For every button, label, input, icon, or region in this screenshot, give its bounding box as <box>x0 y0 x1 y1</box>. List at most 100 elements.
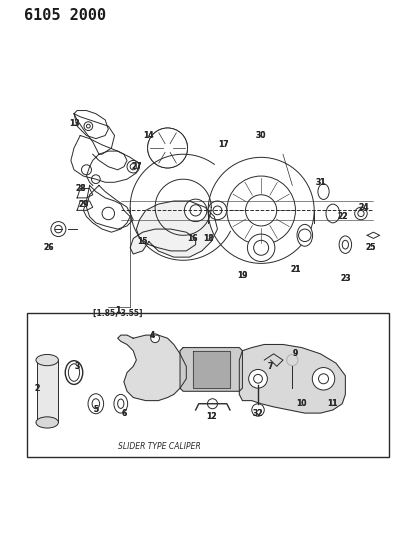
Text: 7: 7 <box>267 362 272 371</box>
Text: 1: 1 <box>115 305 120 314</box>
Text: 3: 3 <box>74 362 80 371</box>
Text: 6: 6 <box>121 409 126 417</box>
FancyBboxPatch shape <box>27 313 388 457</box>
Text: 22: 22 <box>336 212 347 221</box>
Ellipse shape <box>325 204 339 223</box>
Text: 15: 15 <box>137 237 148 246</box>
Ellipse shape <box>36 354 58 366</box>
Circle shape <box>208 157 313 263</box>
Circle shape <box>286 354 297 366</box>
Text: 30: 30 <box>255 131 266 140</box>
Text: 30: 30 <box>255 131 266 140</box>
Text: 4: 4 <box>149 330 154 340</box>
Polygon shape <box>36 360 58 423</box>
Circle shape <box>189 205 201 216</box>
Text: 5: 5 <box>93 406 98 415</box>
Text: 9: 9 <box>292 349 297 358</box>
Text: 14: 14 <box>143 131 154 140</box>
Ellipse shape <box>68 364 79 381</box>
Circle shape <box>86 124 90 128</box>
Circle shape <box>127 160 139 173</box>
Text: 21: 21 <box>290 265 300 274</box>
Text: 23: 23 <box>339 274 350 284</box>
Text: 24: 24 <box>358 203 369 212</box>
Polygon shape <box>180 348 242 391</box>
Text: 2: 2 <box>34 384 39 393</box>
Text: 16: 16 <box>187 234 197 243</box>
Circle shape <box>354 207 366 220</box>
Text: 7: 7 <box>267 362 272 371</box>
Ellipse shape <box>65 361 83 384</box>
Text: 10: 10 <box>296 399 306 408</box>
Text: 6105 2000: 6105 2000 <box>24 8 106 23</box>
Text: 12: 12 <box>205 411 216 421</box>
Circle shape <box>226 176 295 245</box>
Polygon shape <box>130 201 217 257</box>
Circle shape <box>147 128 187 168</box>
Text: 11: 11 <box>327 399 337 408</box>
Text: 28: 28 <box>75 184 85 193</box>
Text: 24: 24 <box>358 203 369 212</box>
Text: 21: 21 <box>290 265 300 274</box>
Text: 26: 26 <box>44 243 54 252</box>
Text: 18: 18 <box>202 234 213 243</box>
Text: 17: 17 <box>218 140 229 149</box>
Circle shape <box>251 403 264 416</box>
Ellipse shape <box>117 399 124 408</box>
Circle shape <box>184 199 207 222</box>
Text: 16: 16 <box>187 234 197 243</box>
Text: 13: 13 <box>69 118 79 127</box>
Circle shape <box>208 201 226 220</box>
Text: 10: 10 <box>296 399 306 408</box>
Text: [1.85, 3.55]: [1.85, 3.55] <box>93 309 142 318</box>
Text: 12: 12 <box>205 411 216 421</box>
Circle shape <box>213 206 221 215</box>
Text: 18: 18 <box>202 234 213 243</box>
Ellipse shape <box>296 224 312 246</box>
Text: 1: 1 <box>115 305 120 314</box>
Text: 25: 25 <box>364 243 375 252</box>
Circle shape <box>81 165 91 175</box>
Text: 28: 28 <box>75 184 85 193</box>
Circle shape <box>54 225 62 233</box>
Text: 6: 6 <box>121 409 126 417</box>
Ellipse shape <box>36 417 58 428</box>
Polygon shape <box>192 351 229 388</box>
Ellipse shape <box>114 394 127 413</box>
Circle shape <box>318 374 328 384</box>
Circle shape <box>102 207 114 220</box>
Ellipse shape <box>317 184 328 199</box>
Text: 27: 27 <box>131 162 142 171</box>
Text: 31: 31 <box>315 178 325 187</box>
Text: 3: 3 <box>74 362 80 371</box>
Text: 2: 2 <box>34 384 39 393</box>
Text: 27: 27 <box>131 162 142 171</box>
Text: 25: 25 <box>364 243 375 252</box>
Circle shape <box>253 374 262 383</box>
Circle shape <box>245 195 276 226</box>
Circle shape <box>207 399 217 409</box>
Circle shape <box>84 122 92 131</box>
Circle shape <box>253 240 268 255</box>
Text: 19: 19 <box>236 271 247 280</box>
Polygon shape <box>239 344 344 413</box>
Ellipse shape <box>88 394 103 414</box>
Text: 29: 29 <box>78 200 88 208</box>
Circle shape <box>51 222 66 237</box>
Circle shape <box>357 211 363 216</box>
Polygon shape <box>117 335 186 401</box>
Text: 5: 5 <box>93 406 98 415</box>
Ellipse shape <box>342 240 348 249</box>
Text: 23: 23 <box>339 274 350 284</box>
Text: 15: 15 <box>137 237 148 246</box>
Text: 17: 17 <box>218 140 229 149</box>
Text: 22: 22 <box>336 212 347 221</box>
Text: 11: 11 <box>327 399 337 408</box>
Circle shape <box>156 137 178 159</box>
Circle shape <box>298 229 310 241</box>
Circle shape <box>91 175 100 183</box>
Ellipse shape <box>147 128 187 168</box>
Circle shape <box>248 369 267 388</box>
Text: 4: 4 <box>149 330 154 340</box>
Text: 31: 31 <box>315 178 325 187</box>
